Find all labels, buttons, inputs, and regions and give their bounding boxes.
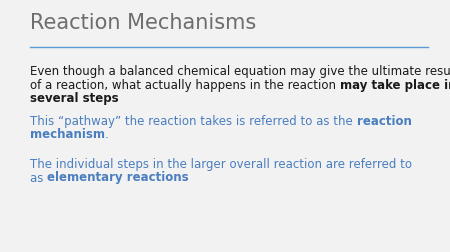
Text: elementary reactions: elementary reactions bbox=[47, 171, 189, 184]
Text: as: as bbox=[30, 171, 47, 184]
Text: This “pathway” the reaction takes is referred to as the: This “pathway” the reaction takes is ref… bbox=[30, 115, 356, 128]
Text: reaction: reaction bbox=[356, 115, 411, 128]
Text: mechanism: mechanism bbox=[30, 128, 105, 141]
Text: .: . bbox=[105, 128, 109, 141]
Text: several steps: several steps bbox=[30, 92, 119, 105]
Text: Even though a balanced chemical equation may give the ultimate result: Even though a balanced chemical equation… bbox=[30, 65, 450, 78]
Text: may take place in: may take place in bbox=[340, 78, 450, 91]
Text: The individual steps in the larger overall reaction are referred to: The individual steps in the larger overa… bbox=[30, 158, 412, 170]
Text: of a reaction, what actually happens in the reaction: of a reaction, what actually happens in … bbox=[30, 78, 340, 91]
Text: Reaction Mechanisms: Reaction Mechanisms bbox=[30, 13, 256, 33]
